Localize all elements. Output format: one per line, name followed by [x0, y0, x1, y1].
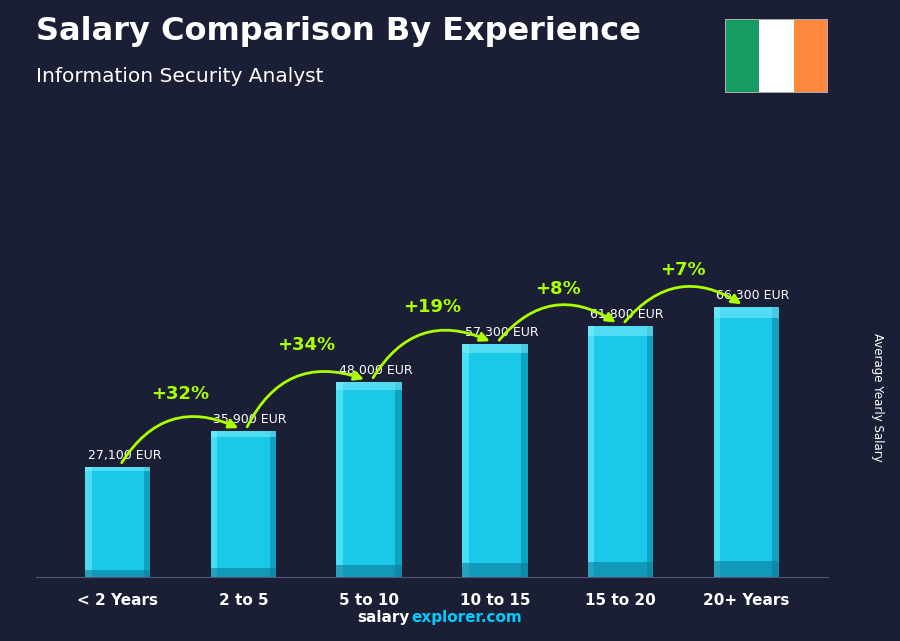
Bar: [714, 308, 779, 577]
Bar: [85, 467, 150, 577]
Text: +7%: +7%: [661, 262, 707, 279]
Bar: [85, 570, 150, 577]
Text: Salary Comparison By Experience: Salary Comparison By Experience: [36, 16, 641, 47]
Bar: [337, 382, 343, 577]
Bar: [588, 326, 594, 577]
Bar: [463, 344, 469, 577]
Bar: [337, 382, 401, 390]
Text: +8%: +8%: [535, 279, 581, 297]
Text: explorer.com: explorer.com: [411, 610, 522, 625]
Bar: [395, 382, 401, 577]
Text: +19%: +19%: [403, 298, 461, 316]
Bar: [337, 382, 401, 577]
Bar: [588, 326, 653, 336]
Bar: [714, 561, 779, 577]
Text: 48,000 EUR: 48,000 EUR: [339, 364, 412, 377]
Text: +32%: +32%: [151, 385, 210, 403]
Bar: [588, 562, 653, 577]
Text: Average Yearly Salary: Average Yearly Salary: [871, 333, 884, 462]
Bar: [714, 308, 720, 577]
Bar: [85, 467, 92, 577]
Bar: [714, 308, 779, 318]
Bar: [463, 563, 527, 577]
Text: salary: salary: [357, 610, 410, 625]
Bar: [463, 344, 527, 577]
Bar: [211, 431, 276, 577]
Bar: [270, 431, 276, 577]
Bar: [211, 431, 217, 577]
Bar: [724, 19, 759, 93]
Bar: [337, 565, 401, 577]
Bar: [588, 326, 653, 577]
Bar: [85, 467, 150, 471]
Text: +34%: +34%: [277, 336, 336, 354]
Text: 27,100 EUR: 27,100 EUR: [87, 449, 161, 462]
Bar: [521, 344, 527, 577]
Bar: [211, 568, 276, 577]
Bar: [211, 431, 276, 437]
Bar: [647, 326, 653, 577]
Bar: [759, 19, 794, 93]
Text: 57,300 EUR: 57,300 EUR: [464, 326, 538, 339]
Text: Information Security Analyst: Information Security Analyst: [36, 67, 323, 87]
Bar: [144, 467, 150, 577]
Bar: [463, 344, 527, 353]
Bar: [772, 308, 779, 577]
Text: 66,300 EUR: 66,300 EUR: [716, 289, 789, 303]
Bar: [794, 19, 828, 93]
Text: 61,800 EUR: 61,800 EUR: [590, 308, 664, 320]
Text: 35,900 EUR: 35,900 EUR: [213, 413, 287, 426]
